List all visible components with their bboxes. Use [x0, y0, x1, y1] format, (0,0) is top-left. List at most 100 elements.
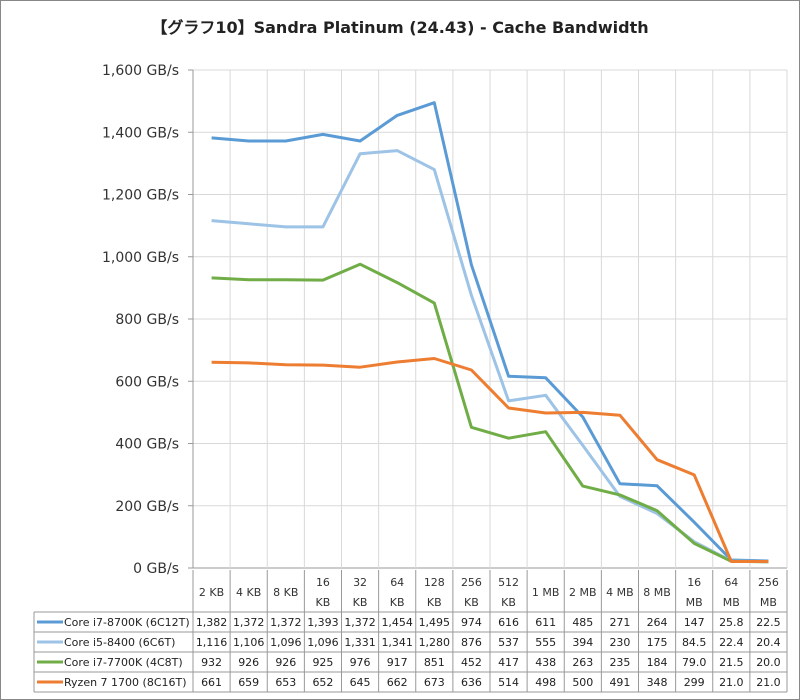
- y-tick-label: 200 GB/s: [115, 499, 179, 515]
- x-category-label: 8 KB: [273, 586, 298, 599]
- data-label: 452: [461, 656, 482, 669]
- data-label: 673: [424, 676, 445, 689]
- data-label: 976: [350, 656, 371, 669]
- y-tick-label: 1,200 GB/s: [102, 188, 179, 204]
- x-category-label: KB: [501, 596, 516, 609]
- data-label: 22.5: [756, 616, 781, 629]
- x-category-label: 4 KB: [236, 586, 261, 599]
- chart-title: 【グラフ10】Sandra Platinum (24.43) - Cache B…: [151, 18, 649, 37]
- data-label: 1,116: [196, 636, 228, 649]
- data-label: 263: [572, 656, 593, 669]
- x-category-label: 512: [498, 576, 519, 589]
- x-category-label: KB: [390, 596, 405, 609]
- y-tick-label: 600 GB/s: [115, 374, 179, 390]
- x-category-label: 64: [390, 576, 404, 589]
- x-category-label: 16: [687, 576, 701, 589]
- data-label: 485: [572, 616, 593, 629]
- data-label: 79.0: [682, 656, 707, 669]
- x-category-label: 128: [424, 576, 445, 589]
- data-label: 22.4: [719, 636, 744, 649]
- data-label: 659: [238, 676, 259, 689]
- data-label: 500: [572, 676, 593, 689]
- x-category-label: 16: [316, 576, 330, 589]
- data-label: 662: [387, 676, 408, 689]
- data-label: 175: [647, 636, 668, 649]
- data-label: 636: [461, 676, 482, 689]
- data-label: 917: [387, 656, 408, 669]
- data-label: 21.0: [719, 676, 744, 689]
- y-tick-label: 1,600 GB/s: [102, 63, 179, 79]
- data-label: 661: [201, 676, 222, 689]
- data-label: 1,280: [419, 636, 451, 649]
- data-label: 555: [535, 636, 556, 649]
- data-label: 1,495: [419, 616, 451, 629]
- data-label: 20.4: [756, 636, 781, 649]
- legend-label: Core i7-7700K (4C8T): [64, 656, 183, 669]
- data-label: 925: [312, 656, 333, 669]
- data-label: 1,393: [307, 616, 339, 629]
- data-label: 271: [609, 616, 630, 629]
- legend-label: Core i5-8400 (6C6T): [64, 636, 175, 649]
- data-label: 184: [647, 656, 668, 669]
- data-label: 1,372: [270, 616, 302, 629]
- x-category-label: KB: [427, 596, 442, 609]
- data-label: 21.5: [719, 656, 744, 669]
- data-label: 348: [647, 676, 668, 689]
- data-label: 264: [647, 616, 668, 629]
- data-label: 1,341: [381, 636, 413, 649]
- x-category-label: 256: [758, 576, 779, 589]
- data-label: 438: [535, 656, 556, 669]
- x-category-label: 256: [461, 576, 482, 589]
- x-category-label: 64: [724, 576, 738, 589]
- data-label: 1,096: [270, 636, 302, 649]
- y-tick-label: 1,400 GB/s: [102, 125, 179, 141]
- data-label: 394: [572, 636, 593, 649]
- data-label: 926: [238, 656, 259, 669]
- data-label: 491: [609, 676, 630, 689]
- y-tick-label: 800 GB/s: [115, 312, 179, 328]
- y-tick-label: 400 GB/s: [115, 437, 179, 453]
- x-category-label: KB: [464, 596, 479, 609]
- data-label: 147: [684, 616, 705, 629]
- data-label: 1,331: [344, 636, 376, 649]
- data-label: 299: [684, 676, 705, 689]
- data-label: 230: [609, 636, 630, 649]
- data-label: 926: [275, 656, 296, 669]
- data-label: 417: [498, 656, 519, 669]
- data-label: 616: [498, 616, 519, 629]
- x-category-label: 2 MB: [569, 586, 597, 599]
- x-category-label: 8 MB: [643, 586, 671, 599]
- data-label: 537: [498, 636, 519, 649]
- data-label: 498: [535, 676, 556, 689]
- data-label: 20.0: [756, 656, 781, 669]
- x-category-label: KB: [316, 596, 331, 609]
- data-label: 974: [461, 616, 482, 629]
- data-label: 84.5: [682, 636, 707, 649]
- x-category-label: 2 KB: [199, 586, 224, 599]
- data-label: 653: [275, 676, 296, 689]
- data-label: 1,096: [307, 636, 339, 649]
- x-category-label: KB: [353, 596, 368, 609]
- legend-label: Core i7-8700K (6C12T): [64, 616, 190, 629]
- data-label: 611: [535, 616, 556, 629]
- data-label: 1,454: [381, 616, 413, 629]
- legend-label: Ryzen 7 1700 (8C16T): [64, 676, 187, 689]
- x-category-label: 4 MB: [606, 586, 634, 599]
- data-label: 652: [312, 676, 333, 689]
- series-line: [211, 101, 769, 563]
- x-category-label: MB: [723, 596, 740, 609]
- data-label: 1,372: [233, 616, 265, 629]
- y-tick-label: 1,000 GB/s: [102, 250, 179, 266]
- x-category-label: 1 MB: [532, 586, 560, 599]
- data-label: 1,372: [344, 616, 376, 629]
- series-line: [211, 262, 769, 564]
- data-label: 645: [350, 676, 371, 689]
- data-label: 25.8: [719, 616, 744, 629]
- y-tick-label: 0 GB/s: [133, 561, 179, 577]
- data-label: 1,106: [233, 636, 265, 649]
- data-label: 932: [201, 656, 222, 669]
- x-category-label: 32: [353, 576, 367, 589]
- series-line: [211, 357, 769, 563]
- data-label: 235: [609, 656, 630, 669]
- data-label: 851: [424, 656, 445, 669]
